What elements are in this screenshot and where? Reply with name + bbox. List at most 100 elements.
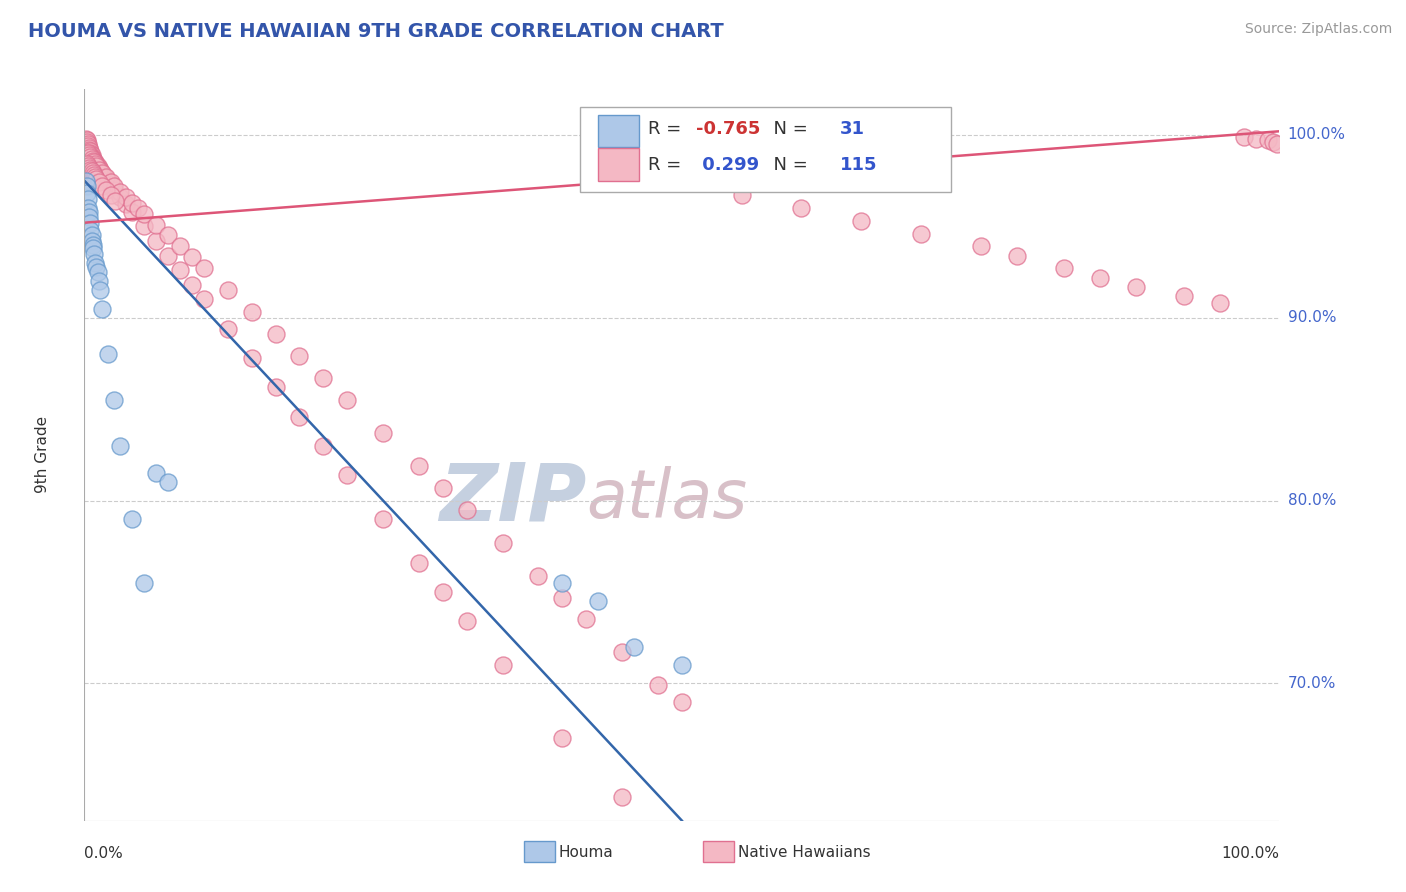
Point (408, 458, 430, 473)
Point (100, 176, 122, 190)
Point (83, 246, 105, 260)
Point (86, 159, 108, 173)
Point (408, 556, 430, 570)
Point (551, 731, 574, 746)
Point (77, 146, 100, 161)
FancyBboxPatch shape (581, 108, 950, 192)
Point (87, 162, 110, 177)
Point (1265, 136, 1288, 151)
FancyBboxPatch shape (599, 148, 638, 180)
Point (89, 162, 111, 177)
Point (492, 535, 515, 549)
Point (288, 409, 311, 424)
Point (1005, 249, 1028, 263)
Point (193, 293, 215, 307)
Point (145, 467, 167, 481)
Point (264, 380, 287, 394)
Point (79, 162, 101, 177)
Point (1209, 296, 1232, 310)
Point (432, 585, 454, 599)
Point (110, 185, 132, 199)
Point (80, 152, 103, 166)
Text: R =: R = (648, 155, 688, 174)
Point (83, 155, 105, 169)
Text: Native Hawaiians: Native Hawaiians (738, 845, 870, 860)
Point (77, 141, 100, 155)
Point (193, 261, 215, 276)
Text: ZIP: ZIP (439, 459, 586, 538)
Point (1173, 289, 1195, 303)
Point (75, 174, 97, 188)
FancyBboxPatch shape (599, 115, 638, 147)
Point (84, 256, 107, 270)
Point (77, 159, 100, 173)
Text: R =: R = (648, 120, 688, 138)
Point (264, 327, 287, 342)
Point (671, 658, 693, 673)
Point (87, 161, 110, 175)
Point (83, 168, 105, 182)
Point (80, 150, 103, 164)
Text: 100.0%: 100.0% (1222, 846, 1279, 861)
Point (80, 234, 103, 248)
Point (89, 284, 111, 298)
Point (77, 136, 100, 151)
Point (456, 615, 478, 629)
Point (612, 645, 634, 659)
Point (77, 139, 100, 153)
Point (373, 512, 395, 526)
Point (110, 190, 132, 204)
Point (79, 145, 101, 159)
Text: 90.0%: 90.0% (1288, 310, 1336, 326)
Point (1263, 135, 1285, 149)
Text: Houma: Houma (558, 845, 613, 860)
Point (87, 274, 110, 288)
Point (100, 178, 122, 192)
Point (91, 166, 114, 180)
Text: atlas: atlas (586, 466, 748, 532)
Point (731, 188, 754, 202)
Point (181, 277, 204, 292)
Point (157, 228, 180, 243)
Point (77, 192, 100, 206)
Point (217, 284, 239, 298)
Point (851, 214, 873, 228)
Point (76, 186, 98, 201)
Point (790, 201, 813, 215)
Point (110, 439, 132, 453)
Point (97, 347, 120, 361)
Point (83, 153, 105, 168)
Point (86, 260, 108, 274)
Point (86, 157, 108, 171)
Point (84, 157, 107, 171)
Point (169, 239, 191, 253)
Point (336, 468, 359, 483)
Point (77, 204, 100, 219)
Point (647, 678, 669, 692)
Point (77, 211, 100, 225)
Point (373, 425, 395, 440)
Point (104, 194, 127, 208)
Point (91, 301, 114, 316)
Point (432, 481, 454, 495)
Point (1244, 131, 1267, 145)
Point (910, 227, 932, 241)
Text: 9th Grade: 9th Grade (35, 417, 51, 493)
Point (970, 239, 993, 253)
Point (76, 179, 98, 194)
Point (623, 640, 645, 654)
Point (157, 249, 180, 263)
Point (492, 658, 515, 673)
Point (82, 153, 104, 168)
Text: Source: ZipAtlas.com: Source: ZipAtlas.com (1244, 22, 1392, 37)
Point (145, 218, 167, 232)
Point (77, 201, 100, 215)
FancyBboxPatch shape (703, 841, 734, 863)
Text: 70.0%: 70.0% (1288, 676, 1336, 691)
Point (1053, 261, 1076, 276)
Point (86, 265, 108, 279)
Point (1125, 279, 1147, 293)
Point (127, 201, 149, 215)
Point (169, 263, 191, 277)
Point (1233, 129, 1256, 144)
